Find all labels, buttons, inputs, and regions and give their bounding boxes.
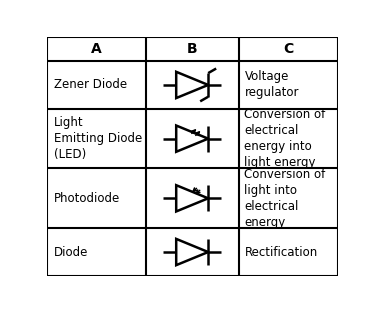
Text: C: C (283, 42, 293, 56)
Text: B: B (187, 42, 198, 56)
Text: Rectification: Rectification (244, 246, 318, 259)
Text: Conversion of
light into
electrical
energy: Conversion of light into electrical ener… (244, 168, 326, 229)
Text: A: A (91, 42, 102, 56)
Text: Conversion of
electrical
energy into
light energy: Conversion of electrical energy into lig… (244, 108, 326, 169)
Text: Voltage
regulator: Voltage regulator (244, 70, 299, 100)
Text: Diode: Diode (54, 246, 88, 259)
Text: Light
Emitting Diode
(LED): Light Emitting Diode (LED) (54, 116, 142, 161)
Text: Zener Diode: Zener Diode (54, 78, 127, 91)
Text: Photodiode: Photodiode (54, 192, 120, 205)
